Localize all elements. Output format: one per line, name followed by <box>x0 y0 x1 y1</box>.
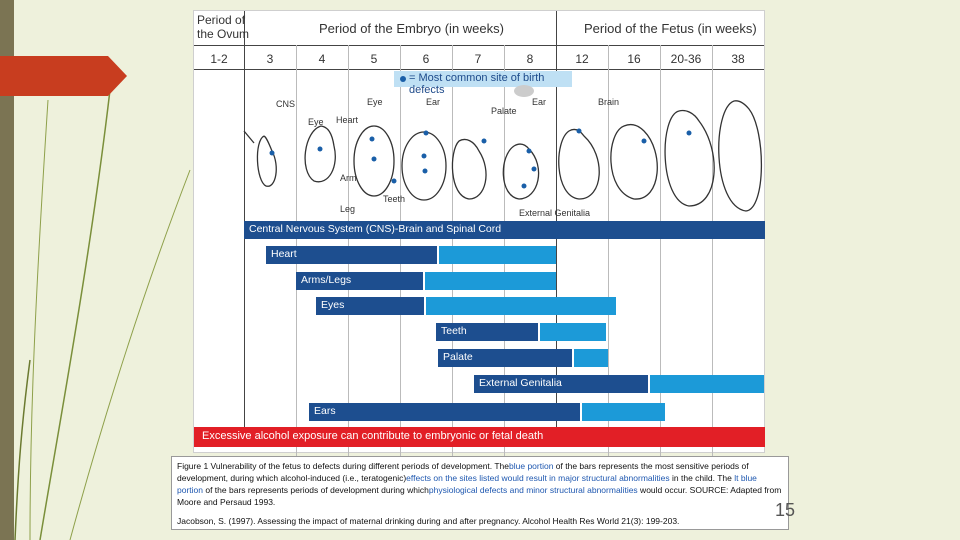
bar-label: Arms/Legs <box>301 274 352 286</box>
bar-major-segment <box>309 403 580 421</box>
week-label: 16 <box>627 52 641 66</box>
week-label: 5 <box>370 52 378 66</box>
fetus-period-label: Period of the Fetus (in weeks) <box>584 21 757 36</box>
bar-label: Eyes <box>321 299 345 311</box>
label-ear-2: Ear <box>532 97 547 107</box>
vulnerability-bar: Heart <box>266 246 556 264</box>
col-divider <box>660 45 661 461</box>
vulnerability-bar: External Genitalia <box>474 375 764 393</box>
caption-highlight: physiological defects and minor structur… <box>428 485 638 495</box>
label-teeth: Teeth <box>383 194 406 204</box>
caption-text: of the bars represents the most sensitiv… <box>177 461 749 483</box>
bar-label: Heart <box>271 248 297 260</box>
week-label: 1-2 <box>210 52 228 66</box>
embryo-illustrations <box>243 85 763 212</box>
alcohol-death-bar: Excessive alcohol exposure can contribut… <box>194 427 765 447</box>
bar-minor-segment <box>582 403 665 421</box>
embryo-period-label: Period of the Embryo (in weeks) <box>319 21 504 36</box>
bar-major-segment <box>296 272 423 290</box>
vulnerability-bar: Arms/Legs <box>296 272 556 290</box>
bar-minor-segment <box>439 246 556 264</box>
label-eye: Eye <box>367 97 383 107</box>
week-label: 3 <box>266 52 274 66</box>
week-label: 12 <box>575 52 589 66</box>
bar-major-segment <box>244 221 765 239</box>
bar-label: Teeth <box>441 325 467 337</box>
week-label: 6 <box>422 52 430 66</box>
bar-label: Palate <box>443 351 473 363</box>
alcohol-death-text: Excessive alcohol exposure can contribut… <box>202 430 544 442</box>
label-brain: Brain <box>598 97 620 107</box>
col-divider <box>608 45 609 461</box>
caption-highlight: blue portion <box>509 461 554 471</box>
bar-major-segment <box>266 246 437 264</box>
week-label: 7 <box>474 52 482 66</box>
label-ear: Ear <box>426 97 441 107</box>
caption-reference: Jacobson, S. (1997). Assessing the impac… <box>177 516 680 526</box>
label-arm: Arm <box>340 173 357 183</box>
bar-major-segment <box>436 323 538 341</box>
label-palate: Palate <box>491 106 517 116</box>
bar-minor-segment <box>426 297 616 315</box>
header-divider <box>194 45 764 46</box>
vulnerability-bar: Teeth <box>436 323 606 341</box>
week-label: 38 <box>731 52 745 66</box>
label-cns: CNS <box>276 99 296 109</box>
legend: = Most common site of birth defects <box>394 71 572 96</box>
legend-dot-icon <box>400 76 406 82</box>
label-external-genitalia: External Genitalia <box>519 208 591 218</box>
label-leg: Leg <box>340 204 356 214</box>
label-eye-2: Eye <box>308 117 324 127</box>
vulnerability-bar: Eyes <box>316 297 616 315</box>
page-number: 15 <box>775 500 796 520</box>
bar-minor-segment <box>540 323 606 341</box>
bar-label: Ears <box>314 405 336 417</box>
week-label: 8 <box>526 52 534 66</box>
label-heart: Heart <box>336 115 359 125</box>
figure-caption: Figure 1 Vulnerability of the fetus to d… <box>171 456 789 530</box>
weeks-divider <box>194 69 764 70</box>
col-divider <box>712 45 713 461</box>
bar-major-segment <box>316 297 424 315</box>
legend-text: = Most common site of birth defects <box>409 72 545 96</box>
vulnerability-bar: Palate <box>438 349 608 367</box>
week-label: 4 <box>318 52 326 66</box>
vulnerability-chart: Period of the Ovum Period of the Embryo (… <box>193 10 765 461</box>
caption-text: of the bars represents periods of develo… <box>203 485 429 495</box>
caption-text: would occur. SOURCE: Adapted from Moore … <box>177 485 782 507</box>
bar-minor-segment <box>425 272 556 290</box>
caption-text: Figure 1 Vulnerability of the fetus to d… <box>177 461 510 471</box>
decorative-curves <box>14 89 191 540</box>
vulnerability-bar: Central Nervous System (CNS)-Brain and S… <box>244 221 765 239</box>
arrow-shape <box>0 56 127 96</box>
bar-minor-segment <box>574 349 608 367</box>
col-divider <box>244 11 245 427</box>
col-divider <box>556 11 557 427</box>
ovum-period-label: Period of the Ovum <box>197 13 250 41</box>
caption-text: in the child. The <box>669 473 735 483</box>
week-label: 20-36 <box>670 52 702 66</box>
bar-label: Central Nervous System (CNS)-Brain and S… <box>249 223 502 235</box>
bar-label: External Genitalia <box>479 377 562 389</box>
caption-highlight: effects on the sites listed would result… <box>406 473 670 483</box>
caption-highlight: lt blue portion <box>177 473 757 495</box>
bar-major-segment <box>474 375 648 393</box>
bar-minor-segment <box>650 375 764 393</box>
left-decorative-bar <box>0 0 14 540</box>
bar-major-segment <box>438 349 572 367</box>
vulnerability-bar: Ears <box>309 403 665 421</box>
